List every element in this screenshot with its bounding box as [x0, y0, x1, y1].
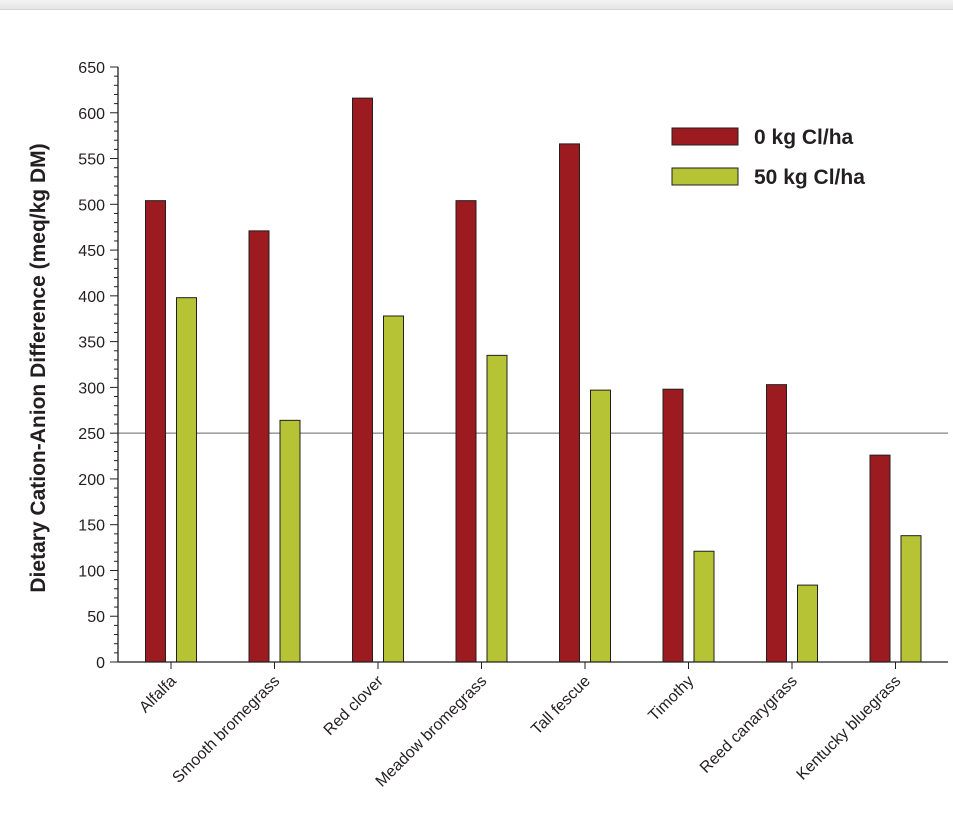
- x-category-label: Meadow bromegrass: [373, 673, 491, 791]
- y-tick-label: 550: [78, 152, 105, 169]
- bar-series2: [797, 584, 818, 663]
- bar-series1: [352, 97, 373, 663]
- y-tick-label: 250: [78, 426, 105, 443]
- y-tick-label: 600: [78, 106, 105, 123]
- bar-series1: [145, 200, 166, 663]
- top-border: [0, 0, 953, 10]
- x-category-label: Tall fescue: [528, 673, 594, 739]
- legend-swatch: [671, 127, 739, 146]
- legend-label: 50 kg Cl/ha: [754, 166, 865, 189]
- y-tick-label: 300: [78, 380, 105, 397]
- x-category-label: Smooth bromegrass: [169, 673, 283, 787]
- bar-series1: [766, 384, 787, 663]
- bar-series1: [662, 388, 684, 663]
- bar-series2: [279, 419, 301, 663]
- y-axis-title: Dietary Cation-Anion Difference (meq/kg …: [27, 143, 50, 592]
- y-tick-label: 450: [78, 243, 105, 260]
- bars-layer: [145, 97, 922, 663]
- bar-series2: [176, 297, 197, 663]
- bar-series2: [590, 389, 611, 663]
- bar-series2: [383, 315, 404, 663]
- bar-series2: [486, 354, 508, 663]
- y-tick-label: 150: [78, 518, 105, 535]
- bar-series2: [900, 535, 922, 663]
- bar-series1: [869, 454, 891, 663]
- y-tick-label: 500: [78, 197, 105, 214]
- legend: 0 kg Cl/ha 50 kg Cl/ha: [671, 126, 865, 189]
- bar-series2: [693, 550, 715, 663]
- bar-series1: [455, 200, 477, 663]
- y-tick-label: 650: [78, 60, 105, 77]
- legend-label: 0 kg Cl/ha: [754, 126, 854, 149]
- legend-swatch: [671, 167, 739, 186]
- axes-layer: [110, 66, 948, 669]
- x-category-label: Kentucky bluegrass: [794, 673, 905, 784]
- y-tick-label: 350: [78, 335, 105, 352]
- y-tick-label: 50: [87, 609, 105, 626]
- y-tick-label: 100: [78, 563, 105, 580]
- bar-series1: [248, 230, 270, 663]
- x-category-label: Reed canarygrass: [697, 673, 801, 777]
- x-category-label: Alfalfa: [136, 673, 180, 717]
- x-category-label: Timothy: [645, 673, 697, 725]
- y-tick-label: 0: [96, 655, 105, 672]
- y-tick-label: 200: [78, 472, 105, 489]
- x-category-label: Red clover: [321, 672, 388, 739]
- bar-series1: [559, 143, 580, 663]
- y-tick-label: 400: [78, 289, 105, 306]
